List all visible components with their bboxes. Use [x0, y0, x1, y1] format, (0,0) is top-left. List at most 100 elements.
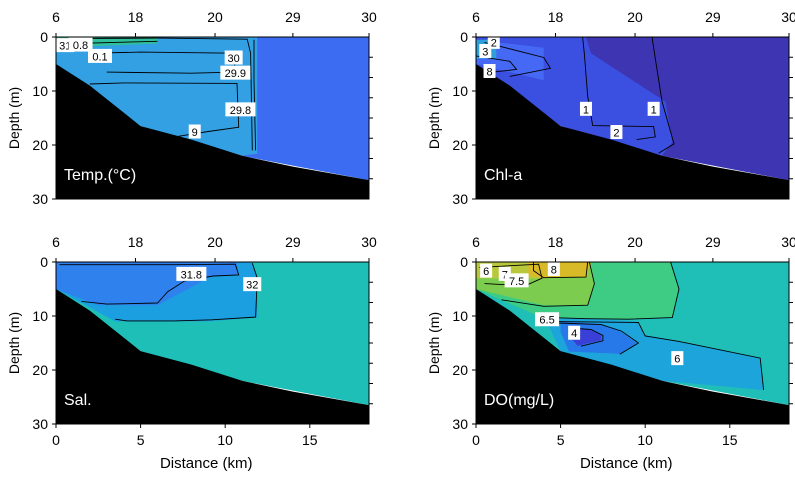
- panel-temperature: 31 0.8 0.1 30 29.9 29.8 9 Temp.(°C) 0 10 20 30 Depth…: [6, 9, 377, 207]
- station-label: 18: [548, 234, 564, 250]
- station-label: 20: [627, 234, 643, 250]
- y-tick-label: 30: [452, 191, 468, 207]
- contour-line-8: [533, 262, 589, 279]
- contour-label: 2: [491, 37, 497, 49]
- contour-label: 31: [59, 41, 71, 53]
- contour-label: 0.1: [92, 51, 107, 63]
- contour-line-3: [476, 55, 518, 73]
- contour-label: 8: [551, 265, 557, 277]
- panel-label: Chl-a: [484, 167, 522, 184]
- y-tick-label: 0: [40, 29, 48, 45]
- contour-label: 31.8: [181, 269, 202, 281]
- contour-label-bg: [483, 64, 496, 79]
- contour-label: 6: [483, 266, 489, 278]
- contour-line-31.8: [59, 263, 240, 305]
- station-label: 18: [548, 9, 564, 25]
- contour-line-6: [543, 320, 765, 391]
- seafloor: [56, 64, 369, 199]
- station-label: 20: [207, 9, 223, 25]
- y-axis-label: Depth (m): [6, 87, 22, 149]
- station-label: 6: [472, 9, 480, 25]
- y-tick-label: 10: [452, 308, 468, 324]
- seafloor: [476, 64, 789, 199]
- panel-label: Sal.: [64, 392, 92, 409]
- y-tick-label: 0: [460, 29, 468, 45]
- station-label: 6: [52, 9, 60, 25]
- contour-line-2: [484, 41, 552, 77]
- contour-line-29.9: [253, 39, 257, 151]
- contour-band-1: [586, 37, 789, 181]
- x-tick-label: 10: [217, 432, 233, 448]
- station-label: 20: [627, 9, 643, 25]
- panel-label: Temp.(°C): [64, 167, 136, 184]
- contour-label: 3: [482, 47, 488, 59]
- contour-label-bg: [504, 273, 529, 288]
- y-tick-label: 20: [452, 362, 468, 378]
- contour-label-bg: [647, 101, 660, 116]
- station-label: 20: [207, 234, 223, 250]
- y-tick-label: 20: [32, 362, 48, 378]
- x-tick-label: 0: [472, 432, 480, 448]
- station-label: 30: [361, 234, 377, 250]
- y-tick-label: 20: [32, 137, 48, 153]
- contour-line-6.5: [535, 262, 680, 320]
- contour-line-30: [56, 37, 253, 151]
- y-axis-label: Depth (m): [426, 312, 442, 374]
- contour-label-bg: [568, 325, 581, 340]
- y-tick-label: 30: [32, 416, 48, 432]
- seafloor: [476, 289, 789, 424]
- contour-label: 32: [246, 280, 258, 292]
- contour-label: 29.8: [230, 105, 251, 117]
- contour-label: 4: [571, 328, 577, 340]
- contour-line-4: [569, 327, 604, 347]
- contour-label: 6.5: [539, 315, 554, 327]
- y-axis-label: Depth (m): [426, 87, 442, 149]
- contour-label: 0.8: [73, 40, 88, 52]
- contour-label: 9: [192, 127, 198, 139]
- y-tick-label: 0: [40, 254, 48, 270]
- contour-band-1: [242, 37, 369, 181]
- contour-label-bg: [547, 262, 560, 277]
- contour-label-bg: [176, 266, 207, 281]
- contour-label: 29.9: [225, 68, 246, 80]
- station-label: 6: [52, 234, 60, 250]
- seafloor: [56, 289, 369, 424]
- y-tick-label: 30: [32, 191, 48, 207]
- contour-label-bg: [479, 44, 492, 59]
- y-tick-label: 20: [452, 137, 468, 153]
- x-tick-label: 15: [722, 432, 738, 448]
- contour-label-bg: [225, 102, 256, 117]
- contour-label: 2: [613, 128, 619, 140]
- contour-label-bg: [243, 277, 262, 292]
- station-label: 6: [472, 234, 480, 250]
- contour-label: 8: [486, 67, 492, 79]
- plot-area: 6787.56.546: [476, 262, 789, 424]
- station-label: 30: [361, 9, 377, 25]
- x-tick-label: 15: [302, 432, 318, 448]
- y-tick-label: 30: [452, 416, 468, 432]
- plot-area: 31 0.8 0.1 30 29.9 29.8 9: [56, 37, 369, 199]
- contour-label-bg: [480, 263, 493, 278]
- y-tick-label: 10: [32, 83, 48, 99]
- x-tick-label: 5: [137, 432, 145, 448]
- station-label: 18: [128, 9, 144, 25]
- panel-label: DO(mg/L): [484, 392, 554, 409]
- contour-label: 30: [228, 53, 240, 65]
- y-tick-label: 10: [452, 83, 468, 99]
- x-axis-label: Distance (km): [160, 455, 253, 472]
- contour-label-bg: [220, 65, 251, 80]
- contour-label: 1: [583, 104, 589, 116]
- contour-label-bg: [671, 351, 684, 366]
- contour-line-7: [501, 262, 595, 307]
- contour-label-bg: [87, 48, 112, 63]
- contour-line-1: [651, 37, 675, 154]
- station-label: 29: [285, 234, 301, 250]
- contour-label-bg: [487, 37, 500, 49]
- x-tick-label: 0: [52, 432, 60, 448]
- station-label: 30: [781, 9, 795, 25]
- contour-line-1: [582, 37, 656, 141]
- contour-label-bg: [535, 312, 560, 327]
